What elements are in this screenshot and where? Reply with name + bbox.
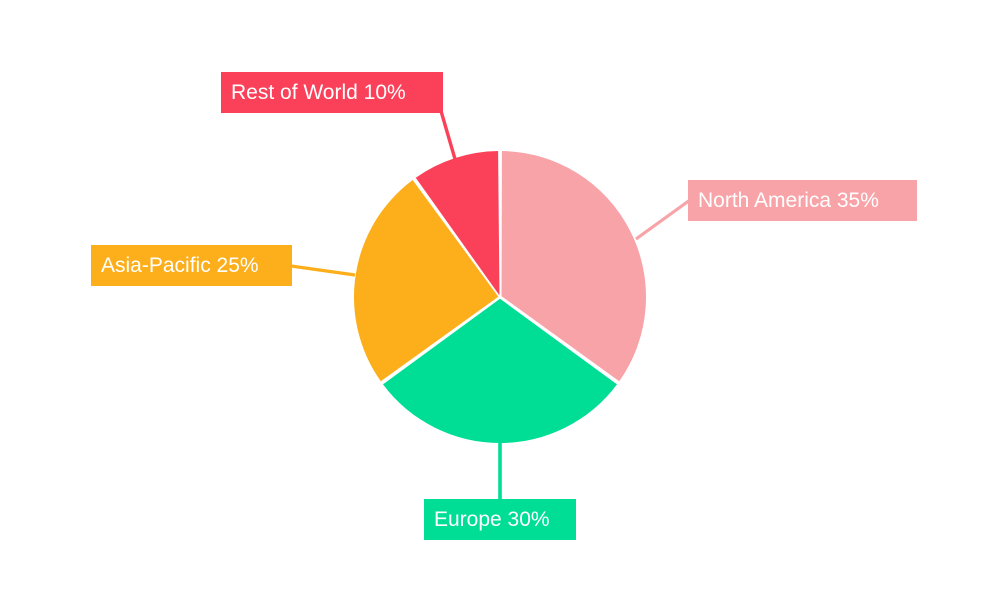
pie-slice-rest-of-world[interactable] bbox=[415, 151, 500, 296]
pie-slices bbox=[354, 151, 646, 444]
pie-leader-lines bbox=[290, 110, 691, 500]
pie-label-rest-of-world-text: Rest of World 10% bbox=[231, 81, 406, 104]
leader-line-rest-of-world bbox=[439, 110, 457, 160]
pie-label-europe-text: Europe 30% bbox=[434, 508, 550, 531]
pie-label-rest-of-world[interactable]: Rest of World 10% bbox=[221, 72, 443, 113]
pie-label-asia-pacific-text: Asia-Pacific 25% bbox=[101, 254, 259, 277]
leader-line-asia-pacific bbox=[290, 264, 356, 277]
pie-label-north-america[interactable]: North America 35% bbox=[688, 180, 917, 221]
pie-label-north-america-text: North America 35% bbox=[698, 189, 879, 212]
pie-label-europe[interactable]: Europe 30% bbox=[424, 499, 576, 540]
leader-line-north-america bbox=[635, 198, 691, 241]
pie-slice-asia-pacific[interactable] bbox=[354, 180, 499, 382]
pie-label-asia-pacific[interactable]: Asia-Pacific 25% bbox=[91, 245, 292, 286]
pie-slice-europe[interactable] bbox=[383, 298, 617, 444]
pie-slice-north-america[interactable] bbox=[501, 151, 646, 382]
